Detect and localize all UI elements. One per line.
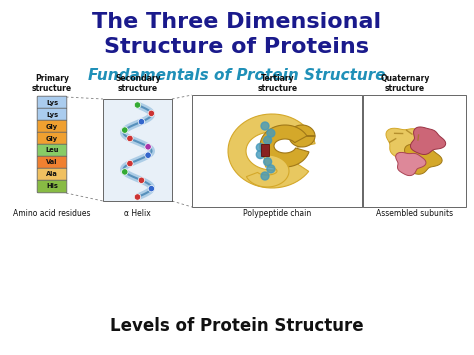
Text: Levels of Protein Structure: Levels of Protein Structure <box>110 317 364 335</box>
Text: Lys: Lys <box>46 99 58 105</box>
Text: Primary
structure: Primary structure <box>32 73 72 93</box>
Circle shape <box>148 185 155 192</box>
FancyBboxPatch shape <box>37 120 67 133</box>
Circle shape <box>267 129 275 137</box>
FancyBboxPatch shape <box>37 96 67 109</box>
Circle shape <box>127 135 133 142</box>
Text: Polypeptide chain: Polypeptide chain <box>243 209 311 218</box>
Polygon shape <box>410 127 446 154</box>
Circle shape <box>138 177 145 184</box>
Circle shape <box>145 144 151 150</box>
Circle shape <box>264 158 272 166</box>
Text: The Three Dimensional: The Three Dimensional <box>92 12 382 32</box>
Text: His: His <box>46 184 58 190</box>
Circle shape <box>256 151 264 159</box>
Text: Assembled subunits: Assembled subunits <box>376 209 453 218</box>
Text: Leu: Leu <box>46 147 59 153</box>
FancyBboxPatch shape <box>37 132 67 145</box>
Bar <box>103 99 172 201</box>
Text: Lys: Lys <box>46 111 58 118</box>
Circle shape <box>121 127 128 133</box>
Circle shape <box>261 122 269 130</box>
Polygon shape <box>404 144 442 174</box>
Bar <box>363 95 466 207</box>
Polygon shape <box>289 125 315 147</box>
Bar <box>261 144 269 156</box>
FancyBboxPatch shape <box>37 156 67 169</box>
Circle shape <box>256 143 264 152</box>
Circle shape <box>261 172 269 180</box>
Circle shape <box>138 119 145 125</box>
Text: Gly: Gly <box>46 124 58 130</box>
Text: Quaternary
structure: Quaternary structure <box>380 73 430 93</box>
FancyBboxPatch shape <box>37 144 67 157</box>
Circle shape <box>121 169 128 175</box>
Polygon shape <box>228 114 315 188</box>
FancyBboxPatch shape <box>37 108 67 121</box>
Polygon shape <box>396 152 426 176</box>
Circle shape <box>267 165 275 173</box>
Text: α Helix: α Helix <box>124 209 151 218</box>
Bar <box>192 95 362 207</box>
Polygon shape <box>386 128 429 162</box>
FancyBboxPatch shape <box>37 180 67 193</box>
Circle shape <box>134 102 141 108</box>
Text: Amino acid residues: Amino acid residues <box>13 209 91 218</box>
Polygon shape <box>246 155 289 187</box>
Text: Ala: Ala <box>46 171 58 178</box>
Text: Structure of Proteins: Structure of Proteins <box>104 37 370 57</box>
Circle shape <box>127 160 133 167</box>
Text: Val: Val <box>46 159 58 165</box>
Circle shape <box>145 152 151 158</box>
Circle shape <box>134 194 141 200</box>
Text: Gly: Gly <box>46 136 58 142</box>
Circle shape <box>264 136 272 144</box>
FancyBboxPatch shape <box>37 168 67 181</box>
Text: Fundamentals of Protein Structure: Fundamentals of Protein Structure <box>88 67 386 82</box>
Text: Tertiary
structure: Tertiary structure <box>258 73 298 93</box>
Polygon shape <box>260 125 309 167</box>
Text: Secondary
structure: Secondary structure <box>115 73 161 93</box>
Circle shape <box>148 110 155 116</box>
